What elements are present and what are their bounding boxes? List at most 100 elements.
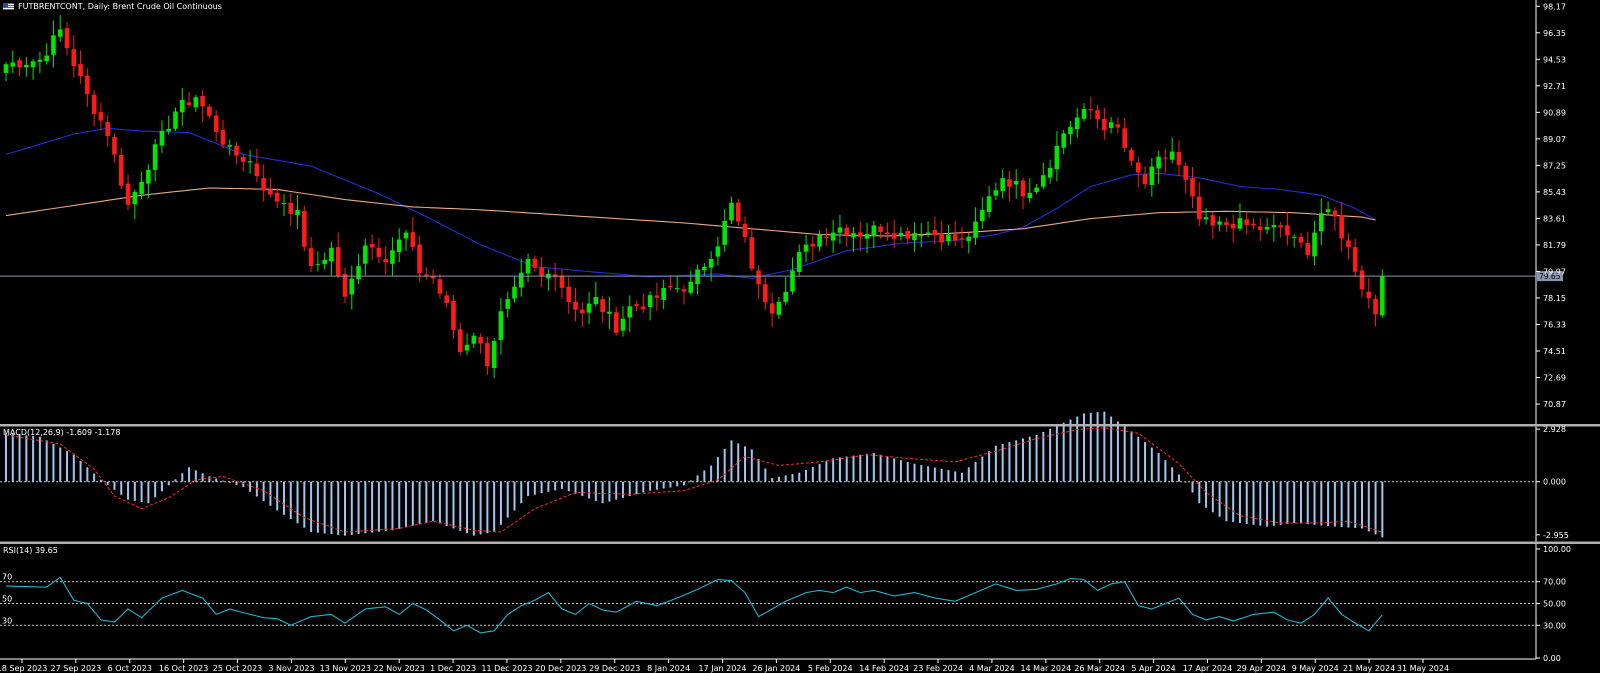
candle-body [878, 226, 883, 233]
candle-body [647, 295, 653, 308]
macd-histogram-bar [276, 481, 279, 511]
date-tick-label: 27 Sep 2023 [51, 664, 102, 673]
candle [1000, 169, 1005, 199]
macd-tick-label: 0.000 [1543, 478, 1566, 487]
chart-header: FUTBRENTCONT, Daily: Brent Crude Oil Con… [3, 2, 222, 11]
macd-histogram-bar [167, 481, 170, 486]
candle-body [1224, 222, 1229, 226]
candle [410, 217, 416, 251]
candle [390, 237, 395, 276]
macd-histogram-bar [1286, 481, 1289, 524]
candle-body [1129, 150, 1134, 161]
candle-body [64, 28, 70, 49]
macd-histogram-bar [38, 436, 41, 482]
macd-histogram-bar [1110, 416, 1113, 482]
candle-body [1034, 187, 1039, 192]
candle-body [1108, 122, 1114, 129]
candle [1339, 201, 1344, 252]
candle-body [383, 259, 388, 263]
candle-body [424, 274, 429, 276]
candle-body [695, 269, 700, 285]
date-tick-label: 4 Mar 2024 [969, 664, 1015, 673]
candle [898, 226, 904, 241]
macd-histogram-bar [683, 481, 685, 486]
candle-body [207, 106, 212, 116]
candle [810, 236, 816, 261]
candle-body [844, 227, 850, 235]
date-tick-label: 14 Mar 2024 [1020, 664, 1071, 673]
macd-histogram-bar [208, 476, 211, 482]
candle [1305, 231, 1311, 259]
candle-body [322, 259, 327, 265]
price-panel[interactable]: 79.65 [0, 15, 1563, 379]
candle-body [518, 272, 524, 288]
candle-body [505, 299, 511, 309]
candle [973, 207, 978, 246]
candle-body [410, 232, 416, 247]
macd-panel[interactable] [0, 411, 1536, 538]
macd-histogram-bar [513, 481, 516, 511]
candle-body [1325, 209, 1331, 213]
candle [1135, 156, 1141, 188]
candle [1203, 208, 1209, 225]
macd-histogram-bar [1116, 421, 1119, 482]
candle-body [661, 287, 666, 300]
rsi-panel[interactable]: 70 50 30 [0, 573, 1536, 634]
macd-histogram-bar [1333, 481, 1336, 527]
candle [715, 236, 721, 266]
candle-body [756, 270, 761, 285]
candle-body [139, 182, 144, 194]
macd-histogram-bar [459, 481, 462, 531]
macd-histogram-bar [777, 476, 780, 482]
macd-histogram-bar [371, 481, 374, 533]
macd-histogram-bar [235, 481, 238, 485]
candle-body [620, 318, 626, 331]
candle [1115, 117, 1121, 134]
macd-histogram-bar [940, 468, 943, 482]
candle-body [315, 264, 321, 266]
candle [10, 50, 16, 74]
candle [641, 293, 646, 313]
macd-histogram-bar [1252, 481, 1255, 525]
candle [1007, 170, 1012, 202]
candle [329, 241, 334, 276]
candle-body [817, 234, 822, 247]
macd-histogram-bar [452, 481, 455, 529]
candle [851, 227, 856, 252]
candle-body [715, 246, 721, 257]
candle-body [1054, 145, 1060, 170]
macd-histogram-bar [1177, 474, 1180, 482]
macd-histogram-bar [1171, 467, 1174, 482]
candle-body [417, 244, 422, 274]
candle-body [159, 130, 165, 146]
candle [24, 56, 29, 77]
candle [139, 171, 144, 200]
date-tick-label: 31 May 2024 [1397, 664, 1449, 673]
candle-body [1380, 276, 1385, 316]
candle-body [24, 64, 29, 68]
macd-signal-line [5, 427, 1383, 533]
macd-histogram-bar [1069, 419, 1072, 482]
candle [539, 256, 544, 288]
candle-body [749, 237, 755, 269]
date-tick-label: 5 Apr 2024 [1131, 664, 1175, 673]
macd-histogram-bar [757, 458, 760, 482]
candle-body [790, 270, 795, 292]
candle-body [1298, 236, 1304, 243]
ma-50-line [5, 127, 1376, 279]
candle [64, 22, 70, 56]
candle [3, 62, 9, 82]
macd-histogram-bar [560, 481, 563, 489]
candle-body [1203, 217, 1209, 220]
macd-histogram-bar [1361, 481, 1363, 529]
candle [891, 219, 897, 249]
candle-body [1332, 210, 1338, 217]
candle-body [1041, 175, 1046, 187]
candle-body [1047, 167, 1053, 178]
price-tick-label: 76.33 [1543, 320, 1566, 329]
candle [864, 222, 870, 254]
price-tick-label: 79.97 [1543, 267, 1566, 276]
macd-histogram-bar [133, 481, 136, 501]
candle [518, 258, 524, 297]
